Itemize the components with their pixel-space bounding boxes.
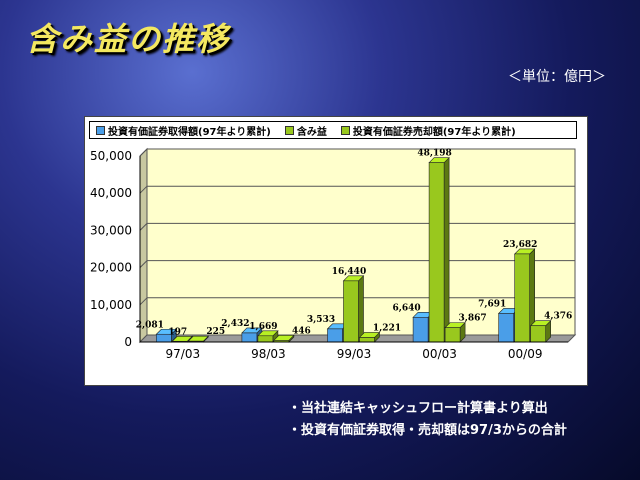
bar xyxy=(498,313,515,343)
plot-side-wall xyxy=(139,147,148,344)
slide-title: 含み益の推移 xyxy=(26,20,231,58)
data-label: 16,440 xyxy=(332,267,366,277)
legend-swatch-acquired xyxy=(96,125,105,135)
x-tick-label: 97/03 xyxy=(166,347,201,361)
data-label: 3,533 xyxy=(307,315,335,325)
gridline-3 xyxy=(139,223,148,231)
data-label: 23,682 xyxy=(503,240,537,250)
legend-swatch-sold xyxy=(340,125,350,135)
legend-entry-sold: 投資有価証券売却額(97年より累計) xyxy=(340,123,516,138)
legend-label-acquired: 投資有価証券取得額(97年より累計) xyxy=(108,126,271,138)
data-label: 2,081 xyxy=(136,320,164,330)
x-tick-label: 98/03 xyxy=(251,347,286,361)
footnotes: ・当社連結キャッシュフロー計算書より算出 ・投資有価証券取得・売却額は97/3か… xyxy=(288,398,567,442)
gridline-1 xyxy=(139,297,148,306)
footnote-1: ・当社連結キャッシュフロー計算書より算出 xyxy=(288,401,548,416)
bar xyxy=(428,162,445,343)
bar xyxy=(514,253,531,343)
legend-label-unrealized: 含み益 xyxy=(296,126,327,138)
bar xyxy=(343,280,359,343)
x-tick-label: 00/03 xyxy=(422,347,457,361)
chart-legend: 投資有価証券取得額(97年より累計) 含み益 投資有価証券売却額(97年より累計… xyxy=(89,121,577,139)
y-tick-label: 10,000 xyxy=(90,298,132,312)
bar-side xyxy=(358,275,364,343)
y-tick-label: 30,000 xyxy=(90,223,132,237)
bar xyxy=(327,328,343,343)
bar xyxy=(444,327,461,343)
data-label: 3,867 xyxy=(459,314,487,324)
y-tick-label: 20,000 xyxy=(90,261,132,275)
y-tick-label: 50,000 xyxy=(90,149,132,163)
x-tick-label: 99/03 xyxy=(337,347,372,361)
x-tick-label: 00/09 xyxy=(508,347,543,361)
data-label: 2,432 xyxy=(221,319,249,329)
data-label: 1,221 xyxy=(373,323,401,333)
legend-swatch-unrealized xyxy=(284,125,294,135)
footnote-2: ・投資有価証券取得・売却額は97/3からの合計 xyxy=(288,423,567,438)
data-label: 6,640 xyxy=(393,303,421,313)
data-label: 1,669 xyxy=(249,322,277,332)
gridline-4 xyxy=(139,185,148,194)
data-label: 48,198 xyxy=(417,149,451,159)
data-label: 197 xyxy=(168,327,187,337)
bar-side xyxy=(443,156,450,343)
gridline-5 xyxy=(139,148,148,157)
gridline-2 xyxy=(139,260,148,268)
data-label: 446 xyxy=(292,326,311,336)
legend-entry-acquired: 投資有価証券取得額(97年より累計) xyxy=(96,123,271,138)
bar xyxy=(359,337,375,343)
y-tick-label: 40,000 xyxy=(90,186,132,200)
legend-label-sold: 投資有価証券売却額(97年より累計) xyxy=(352,126,516,138)
bar xyxy=(241,332,258,343)
data-label: 225 xyxy=(206,327,225,337)
bar xyxy=(257,335,274,343)
bar xyxy=(412,316,429,343)
data-label: 4,376 xyxy=(544,312,572,322)
data-label: 7,691 xyxy=(478,299,506,309)
legend-entry-unrealized: 含み益 xyxy=(284,123,327,138)
bar xyxy=(530,325,547,343)
unit-label: ＜単位：億円＞ xyxy=(508,69,606,85)
y-tick-label: 0 xyxy=(124,335,132,349)
